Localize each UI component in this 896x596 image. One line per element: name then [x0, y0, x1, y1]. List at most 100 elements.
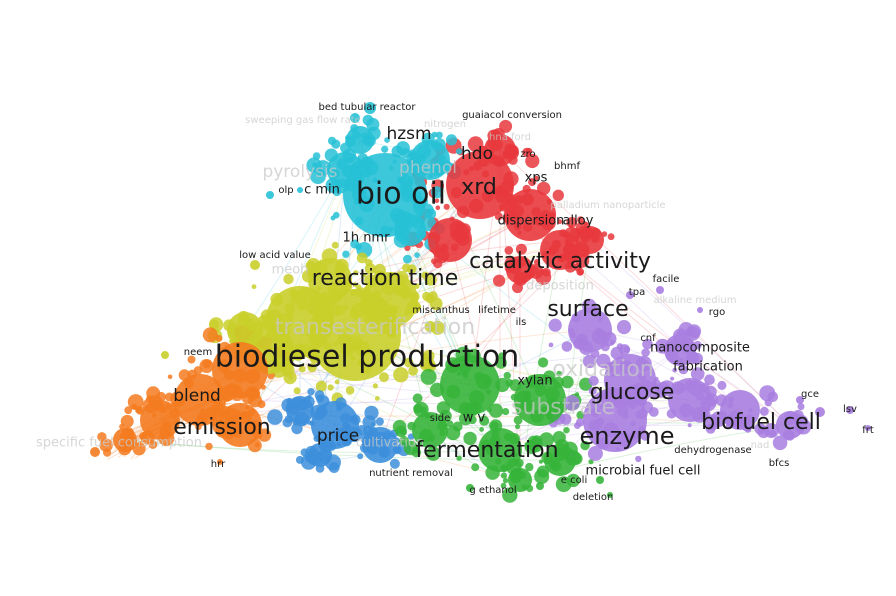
term-node[interactable] — [512, 282, 523, 294]
term-node[interactable] — [431, 186, 443, 199]
term-node[interactable] — [428, 291, 438, 301]
term-node[interactable] — [394, 214, 426, 246]
term-node[interactable] — [257, 400, 266, 409]
term-node[interactable] — [282, 417, 293, 428]
term-node[interactable] — [563, 427, 570, 434]
term-node[interactable] — [588, 375, 599, 386]
term-node[interactable] — [502, 408, 510, 416]
term-node[interactable] — [508, 468, 532, 492]
term-node[interactable] — [218, 403, 262, 447]
term-node[interactable] — [588, 459, 594, 465]
term-node[interactable] — [500, 482, 507, 489]
term-node[interactable] — [555, 476, 572, 493]
term-node[interactable] — [293, 387, 301, 395]
term-node[interactable] — [424, 208, 437, 220]
term-node[interactable] — [488, 403, 504, 418]
term-node[interactable] — [379, 372, 389, 383]
term-node[interactable] — [656, 286, 664, 294]
term-node[interactable] — [515, 424, 520, 430]
term-node[interactable] — [556, 370, 563, 377]
term-node[interactable] — [502, 477, 509, 484]
term-node[interactable] — [552, 189, 564, 201]
term-node[interactable] — [164, 392, 174, 402]
term-node[interactable] — [156, 391, 167, 402]
term-node[interactable] — [815, 407, 825, 417]
term-node[interactable] — [506, 256, 534, 284]
term-node[interactable] — [205, 442, 213, 451]
term-node[interactable] — [434, 198, 440, 204]
term-node[interactable] — [616, 320, 632, 335]
term-node[interactable] — [381, 145, 389, 153]
term-node[interactable] — [443, 203, 450, 210]
term-node[interactable] — [503, 371, 511, 380]
term-node[interactable] — [254, 442, 260, 448]
term-node[interactable] — [865, 425, 871, 431]
term-node[interactable] — [495, 357, 507, 369]
term-node[interactable] — [440, 355, 500, 415]
term-node[interactable] — [690, 367, 705, 381]
term-node[interactable] — [307, 363, 317, 373]
term-node[interactable] — [333, 211, 340, 219]
term-node[interactable] — [327, 136, 337, 145]
term-node[interactable] — [412, 393, 423, 404]
term-node[interactable] — [471, 463, 480, 472]
term-node[interactable] — [327, 384, 334, 391]
term-node[interactable] — [251, 284, 257, 290]
term-node[interactable] — [362, 427, 398, 463]
term-node[interactable] — [353, 270, 359, 276]
term-node[interactable] — [209, 319, 220, 329]
term-node[interactable] — [193, 366, 203, 375]
term-node[interactable] — [607, 233, 615, 241]
term-node[interactable] — [362, 415, 376, 429]
term-node[interactable] — [759, 385, 776, 402]
term-node[interactable] — [357, 453, 364, 460]
term-node[interactable] — [561, 375, 574, 389]
term-node[interactable] — [389, 458, 400, 469]
term-node[interactable] — [576, 410, 585, 420]
term-node[interactable] — [641, 348, 650, 357]
term-node[interactable] — [499, 119, 513, 133]
term-node[interactable] — [533, 259, 540, 265]
term-node[interactable] — [329, 183, 334, 188]
term-node[interactable] — [392, 419, 407, 434]
term-node[interactable] — [346, 126, 374, 154]
term-node[interactable] — [668, 378, 712, 422]
term-node[interactable] — [445, 425, 461, 441]
term-node[interactable] — [514, 374, 566, 426]
term-node[interactable] — [412, 412, 448, 448]
term-node[interactable] — [515, 243, 527, 255]
term-node[interactable] — [300, 448, 309, 457]
term-node[interactable] — [217, 459, 223, 465]
term-node[interactable] — [146, 395, 153, 403]
term-node[interactable] — [430, 320, 445, 335]
term-node[interactable] — [202, 359, 212, 369]
term-node[interactable] — [334, 379, 340, 385]
term-node[interactable] — [500, 472, 507, 479]
term-node[interactable] — [227, 312, 263, 348]
term-node[interactable] — [587, 446, 603, 461]
term-node[interactable] — [403, 254, 412, 264]
term-node[interactable] — [776, 411, 804, 439]
term-node[interactable] — [575, 418, 585, 427]
term-node[interactable] — [446, 420, 454, 428]
term-node[interactable] — [414, 252, 420, 258]
term-node[interactable] — [525, 153, 540, 169]
term-node[interactable] — [374, 396, 380, 401]
term-node[interactable] — [428, 218, 472, 262]
term-node[interactable] — [90, 447, 100, 457]
term-node[interactable] — [384, 137, 390, 143]
term-node[interactable] — [504, 246, 514, 255]
term-node[interactable] — [286, 396, 314, 424]
term-node[interactable] — [148, 440, 158, 449]
term-node[interactable] — [642, 338, 653, 350]
term-node[interactable] — [596, 353, 611, 368]
term-node[interactable] — [372, 383, 378, 389]
term-node[interactable] — [419, 406, 427, 414]
term-node[interactable] — [414, 283, 420, 289]
term-node[interactable] — [371, 422, 376, 427]
term-node[interactable] — [403, 440, 419, 456]
term-node[interactable] — [772, 435, 788, 451]
term-node[interactable] — [534, 469, 550, 485]
term-node[interactable] — [161, 351, 169, 359]
term-node[interactable] — [436, 401, 451, 415]
